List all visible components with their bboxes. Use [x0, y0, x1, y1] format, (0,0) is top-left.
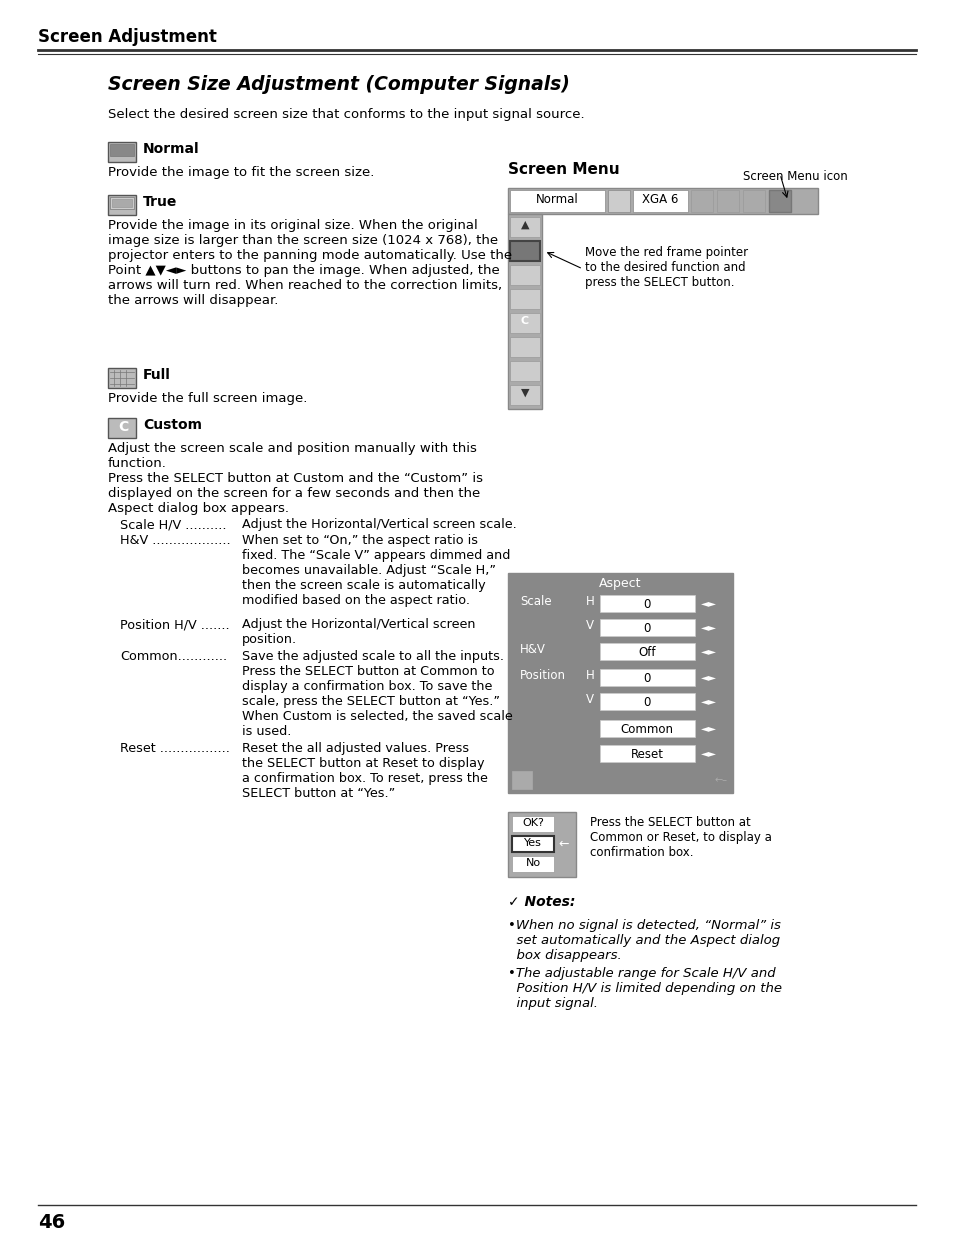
Text: ◄►: ◄►	[700, 646, 717, 656]
FancyBboxPatch shape	[607, 190, 629, 212]
Text: •When no signal is detected, “Normal” is
  set automatically and the Aspect dial: •When no signal is detected, “Normal” is…	[507, 919, 781, 962]
FancyBboxPatch shape	[108, 368, 136, 388]
Text: ◄►: ◄►	[700, 598, 717, 608]
Text: Reset .................: Reset .................	[120, 742, 230, 755]
Text: ◄►: ◄►	[700, 722, 717, 734]
FancyBboxPatch shape	[507, 188, 817, 214]
Text: Adjust the Horizontal/Vertical screen
position.: Adjust the Horizontal/Vertical screen po…	[242, 618, 475, 646]
FancyBboxPatch shape	[599, 745, 695, 762]
Text: ◄►: ◄►	[700, 748, 717, 758]
Text: Screen Menu icon: Screen Menu icon	[742, 170, 847, 183]
Text: Reset the all adjusted values. Press
the SELECT button at Reset to display
a con: Reset the all adjusted values. Press the…	[242, 742, 487, 800]
Text: Provide the full screen image.: Provide the full screen image.	[108, 391, 307, 405]
FancyBboxPatch shape	[742, 190, 764, 212]
Text: True: True	[143, 195, 177, 209]
FancyBboxPatch shape	[510, 217, 539, 237]
Text: Aspect: Aspect	[598, 577, 641, 590]
Text: 46: 46	[38, 1213, 65, 1233]
FancyBboxPatch shape	[510, 289, 539, 309]
Text: Normal: Normal	[143, 142, 199, 156]
Text: Scale: Scale	[519, 595, 551, 608]
FancyBboxPatch shape	[599, 619, 695, 636]
Text: Custom: Custom	[143, 417, 202, 432]
Text: Common............: Common............	[120, 650, 227, 663]
Text: Scale H/V ..........: Scale H/V ..........	[120, 517, 226, 531]
FancyBboxPatch shape	[110, 198, 133, 209]
FancyBboxPatch shape	[599, 720, 695, 737]
Text: H: H	[585, 669, 594, 682]
Text: No: No	[525, 858, 540, 868]
FancyBboxPatch shape	[108, 142, 136, 162]
FancyBboxPatch shape	[510, 190, 604, 212]
Text: ✓ Notes:: ✓ Notes:	[507, 895, 575, 909]
FancyBboxPatch shape	[599, 643, 695, 659]
Text: XGA 6: XGA 6	[641, 193, 678, 206]
Text: H: H	[585, 595, 594, 608]
Text: Off: Off	[638, 646, 655, 659]
Text: Select the desired screen size that conforms to the input signal source.: Select the desired screen size that conf…	[108, 107, 584, 121]
FancyBboxPatch shape	[507, 214, 541, 409]
Text: ←: ←	[558, 839, 568, 851]
Text: Screen Size Adjustment (Computer Signals): Screen Size Adjustment (Computer Signals…	[108, 75, 569, 94]
Text: Adjust the screen scale and position manually with this
function.
Press the SELE: Adjust the screen scale and position man…	[108, 442, 482, 515]
FancyBboxPatch shape	[512, 856, 554, 872]
Text: Full: Full	[143, 368, 171, 382]
FancyBboxPatch shape	[112, 199, 132, 207]
Text: •The adjustable range for Scale H/V and
  Position H/V is limited depending on t: •The adjustable range for Scale H/V and …	[507, 967, 781, 1010]
FancyBboxPatch shape	[768, 190, 790, 212]
Text: ▼: ▼	[520, 388, 529, 398]
Text: 0: 0	[642, 598, 650, 611]
Text: C: C	[520, 316, 529, 326]
FancyBboxPatch shape	[512, 816, 554, 832]
Text: Yes: Yes	[523, 839, 541, 848]
Text: V: V	[585, 693, 594, 706]
Text: Press the SELECT button at
Common or Reset, to display a
confirmation box.: Press the SELECT button at Common or Res…	[589, 816, 771, 860]
FancyBboxPatch shape	[110, 144, 133, 156]
Text: Position H/V .......: Position H/V .......	[120, 618, 230, 631]
FancyBboxPatch shape	[507, 811, 576, 877]
Text: V: V	[585, 619, 594, 632]
Text: Screen Adjustment: Screen Adjustment	[38, 28, 216, 46]
Text: H&V ...................: H&V ...................	[120, 534, 231, 547]
FancyBboxPatch shape	[510, 361, 539, 382]
FancyBboxPatch shape	[510, 241, 539, 261]
Text: H&V: H&V	[519, 643, 545, 656]
Text: Screen Menu: Screen Menu	[507, 162, 619, 177]
Text: ▲: ▲	[520, 220, 529, 230]
Text: 0: 0	[642, 697, 650, 709]
FancyBboxPatch shape	[510, 385, 539, 405]
Text: When set to “On,” the aspect ratio is
fixed. The “Scale V” appears dimmed and
be: When set to “On,” the aspect ratio is fi…	[242, 534, 510, 606]
FancyBboxPatch shape	[510, 312, 539, 333]
Text: Reset: Reset	[630, 748, 662, 761]
Text: OK?: OK?	[521, 818, 543, 827]
Text: Provide the image in its original size. When the original
image size is larger t: Provide the image in its original size. …	[108, 219, 512, 308]
FancyBboxPatch shape	[108, 417, 136, 438]
FancyBboxPatch shape	[507, 573, 732, 793]
FancyBboxPatch shape	[510, 266, 539, 285]
Text: Normal: Normal	[535, 193, 578, 206]
Text: Adjust the Horizontal/Vertical screen scale.: Adjust the Horizontal/Vertical screen sc…	[242, 517, 517, 531]
FancyBboxPatch shape	[512, 771, 532, 789]
Text: 0: 0	[642, 622, 650, 635]
FancyBboxPatch shape	[599, 693, 695, 710]
FancyBboxPatch shape	[599, 595, 695, 613]
Text: Save the adjusted scale to all the inputs.
Press the SELECT button at Common to
: Save the adjusted scale to all the input…	[242, 650, 512, 739]
Text: 0: 0	[642, 672, 650, 685]
Text: C: C	[118, 420, 128, 433]
FancyBboxPatch shape	[717, 190, 739, 212]
FancyBboxPatch shape	[599, 669, 695, 685]
Text: ◄►: ◄►	[700, 672, 717, 682]
Text: Provide the image to fit the screen size.: Provide the image to fit the screen size…	[108, 165, 374, 179]
Text: ←–: ←–	[714, 776, 727, 785]
Text: Common: Common	[619, 722, 673, 736]
Text: Move the red frame pointer
to the desired function and
press the SELECT button.: Move the red frame pointer to the desire…	[584, 246, 747, 289]
Text: ◄►: ◄►	[700, 697, 717, 706]
FancyBboxPatch shape	[690, 190, 712, 212]
FancyBboxPatch shape	[510, 337, 539, 357]
FancyBboxPatch shape	[512, 836, 554, 852]
Text: ◄►: ◄►	[700, 622, 717, 632]
FancyBboxPatch shape	[108, 195, 136, 215]
Text: Position: Position	[519, 669, 565, 682]
FancyBboxPatch shape	[633, 190, 687, 212]
